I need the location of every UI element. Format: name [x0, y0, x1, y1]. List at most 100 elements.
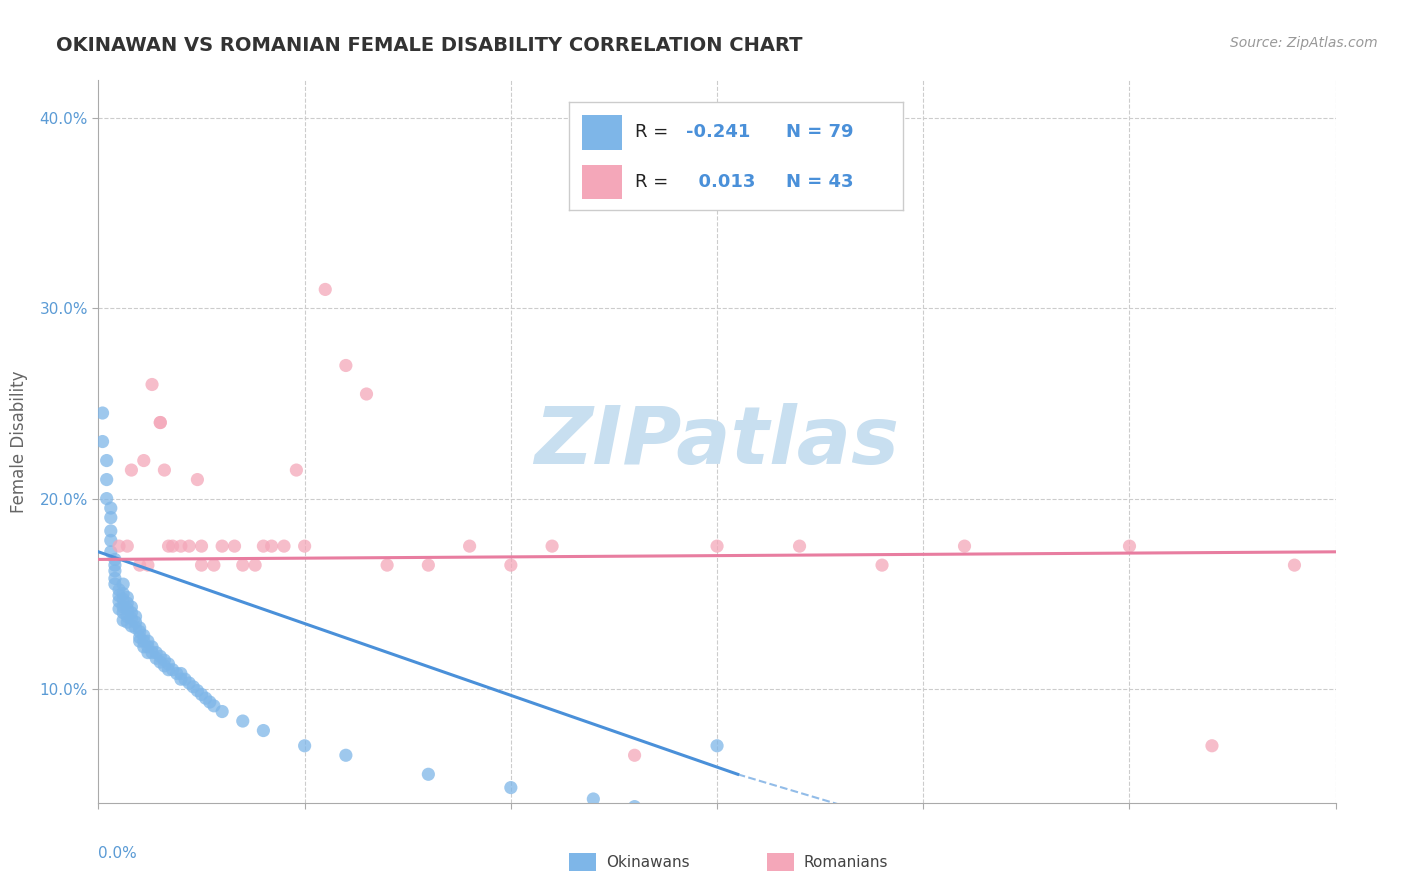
- Point: [136, 640, 159, 654]
- Point: [96, 491, 118, 506]
- Point: [149, 649, 172, 664]
- Point: [112, 599, 135, 614]
- Point: [136, 634, 159, 648]
- Point: [136, 646, 159, 660]
- Point: [112, 613, 135, 627]
- Point: [96, 453, 118, 467]
- Point: [104, 552, 127, 566]
- Point: [285, 463, 308, 477]
- Point: [141, 646, 163, 660]
- Point: [174, 672, 197, 686]
- Point: [108, 594, 131, 608]
- Point: [162, 539, 184, 553]
- Point: [198, 695, 221, 709]
- Point: [104, 577, 127, 591]
- Point: [179, 676, 201, 690]
- Point: [145, 646, 167, 660]
- Point: [117, 609, 139, 624]
- Point: [789, 539, 811, 553]
- Point: [149, 416, 172, 430]
- Point: [136, 558, 159, 573]
- Point: [117, 596, 139, 610]
- Point: [294, 739, 316, 753]
- Point: [141, 377, 163, 392]
- Point: [117, 602, 139, 616]
- Point: [153, 653, 176, 667]
- Point: [128, 624, 150, 639]
- Point: [706, 539, 728, 553]
- Point: [153, 659, 176, 673]
- Point: [1201, 739, 1223, 753]
- Point: [418, 767, 440, 781]
- Point: [252, 539, 274, 553]
- Point: [157, 539, 180, 553]
- Point: [117, 591, 139, 605]
- Point: [120, 619, 142, 633]
- Point: [117, 615, 139, 630]
- Point: [706, 739, 728, 753]
- Point: [100, 545, 122, 559]
- Point: [104, 571, 127, 585]
- Point: [132, 628, 155, 642]
- Point: [100, 533, 122, 548]
- Point: [211, 539, 233, 553]
- Point: [120, 611, 142, 625]
- Point: [100, 501, 122, 516]
- Point: [273, 539, 295, 553]
- Point: [91, 406, 114, 420]
- Point: [141, 640, 163, 654]
- Point: [232, 714, 254, 728]
- Point: [124, 615, 146, 630]
- Point: [314, 282, 336, 296]
- Point: [1284, 558, 1306, 573]
- Point: [211, 705, 233, 719]
- Point: [128, 631, 150, 645]
- Point: [541, 539, 564, 553]
- Point: [870, 558, 893, 573]
- Text: Okinawans: Okinawans: [606, 855, 689, 870]
- Point: [202, 558, 225, 573]
- Point: [100, 510, 122, 524]
- Point: [96, 473, 118, 487]
- Point: [294, 539, 316, 553]
- Point: [170, 539, 193, 553]
- Point: [335, 748, 357, 763]
- Point: [202, 698, 225, 713]
- Point: [128, 634, 150, 648]
- Point: [623, 748, 645, 763]
- Point: [145, 651, 167, 665]
- Point: [117, 539, 139, 553]
- Point: [582, 792, 605, 806]
- Point: [179, 539, 201, 553]
- Text: ZIPatlas: ZIPatlas: [534, 402, 900, 481]
- Point: [166, 666, 188, 681]
- Point: [162, 663, 184, 677]
- Point: [120, 599, 142, 614]
- Point: [335, 359, 357, 373]
- Point: [108, 582, 131, 597]
- Point: [243, 558, 266, 573]
- Point: [194, 691, 217, 706]
- Point: [104, 558, 127, 573]
- Point: [260, 539, 283, 553]
- Point: [190, 539, 212, 553]
- Text: 0.0%: 0.0%: [98, 847, 138, 861]
- Point: [157, 657, 180, 671]
- Text: Source: ZipAtlas.com: Source: ZipAtlas.com: [1230, 36, 1378, 50]
- Point: [112, 587, 135, 601]
- Point: [128, 558, 150, 573]
- Point: [124, 609, 146, 624]
- Point: [112, 577, 135, 591]
- Point: [91, 434, 114, 449]
- Point: [224, 539, 246, 553]
- Text: OKINAWAN VS ROMANIAN FEMALE DISABILITY CORRELATION CHART: OKINAWAN VS ROMANIAN FEMALE DISABILITY C…: [56, 36, 803, 54]
- Point: [356, 387, 378, 401]
- Y-axis label: Female Disability: Female Disability: [10, 370, 28, 513]
- Point: [186, 473, 208, 487]
- Text: Romanians: Romanians: [804, 855, 889, 870]
- Point: [186, 683, 208, 698]
- Point: [375, 558, 398, 573]
- Bar: [568, 854, 596, 871]
- Point: [132, 634, 155, 648]
- Point: [149, 655, 172, 669]
